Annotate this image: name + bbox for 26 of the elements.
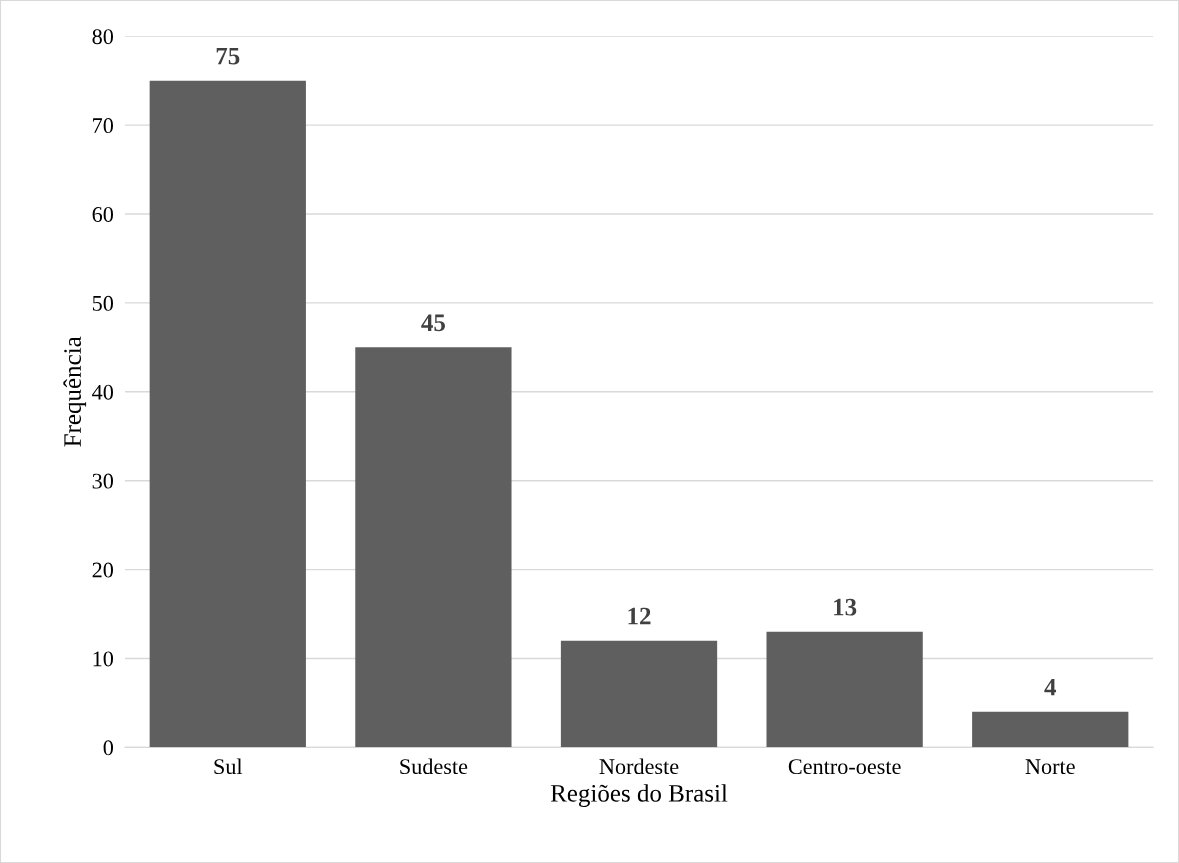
y-tick-label: 10 (93, 651, 114, 667)
x-tick-label: Nordeste (599, 758, 679, 775)
bar (149, 80, 306, 748)
data-label: 45 (421, 314, 445, 332)
bar (560, 640, 718, 748)
y-tick-label: 50 (92, 295, 114, 311)
bar (766, 631, 923, 748)
x-axis-title: Regiões do Brasil (550, 784, 728, 807)
y-tick-label: 40 (92, 384, 114, 400)
y-axis-title: Frequência (63, 336, 87, 447)
x-tick-label: Sudeste (400, 758, 468, 775)
y-tick-label: 30 (92, 473, 114, 489)
x-tick-label: Centro-oeste (788, 759, 901, 775)
x-tick-label: Sul (214, 758, 243, 775)
data-label: 12 (628, 607, 651, 625)
bar (355, 347, 512, 748)
y-tick-label: 70 (93, 118, 114, 134)
bar (972, 711, 1129, 748)
y-tick-label: 0 (103, 740, 114, 756)
data-label: 75 (216, 47, 240, 65)
y-tick-label: 20 (92, 562, 114, 578)
data-label: 13 (834, 598, 857, 616)
y-tick-label: 60 (92, 206, 114, 222)
y-tick-label: 80 (92, 29, 114, 45)
data-label: 4 (1044, 678, 1057, 696)
x-tick-label: Norte (1025, 759, 1075, 775)
